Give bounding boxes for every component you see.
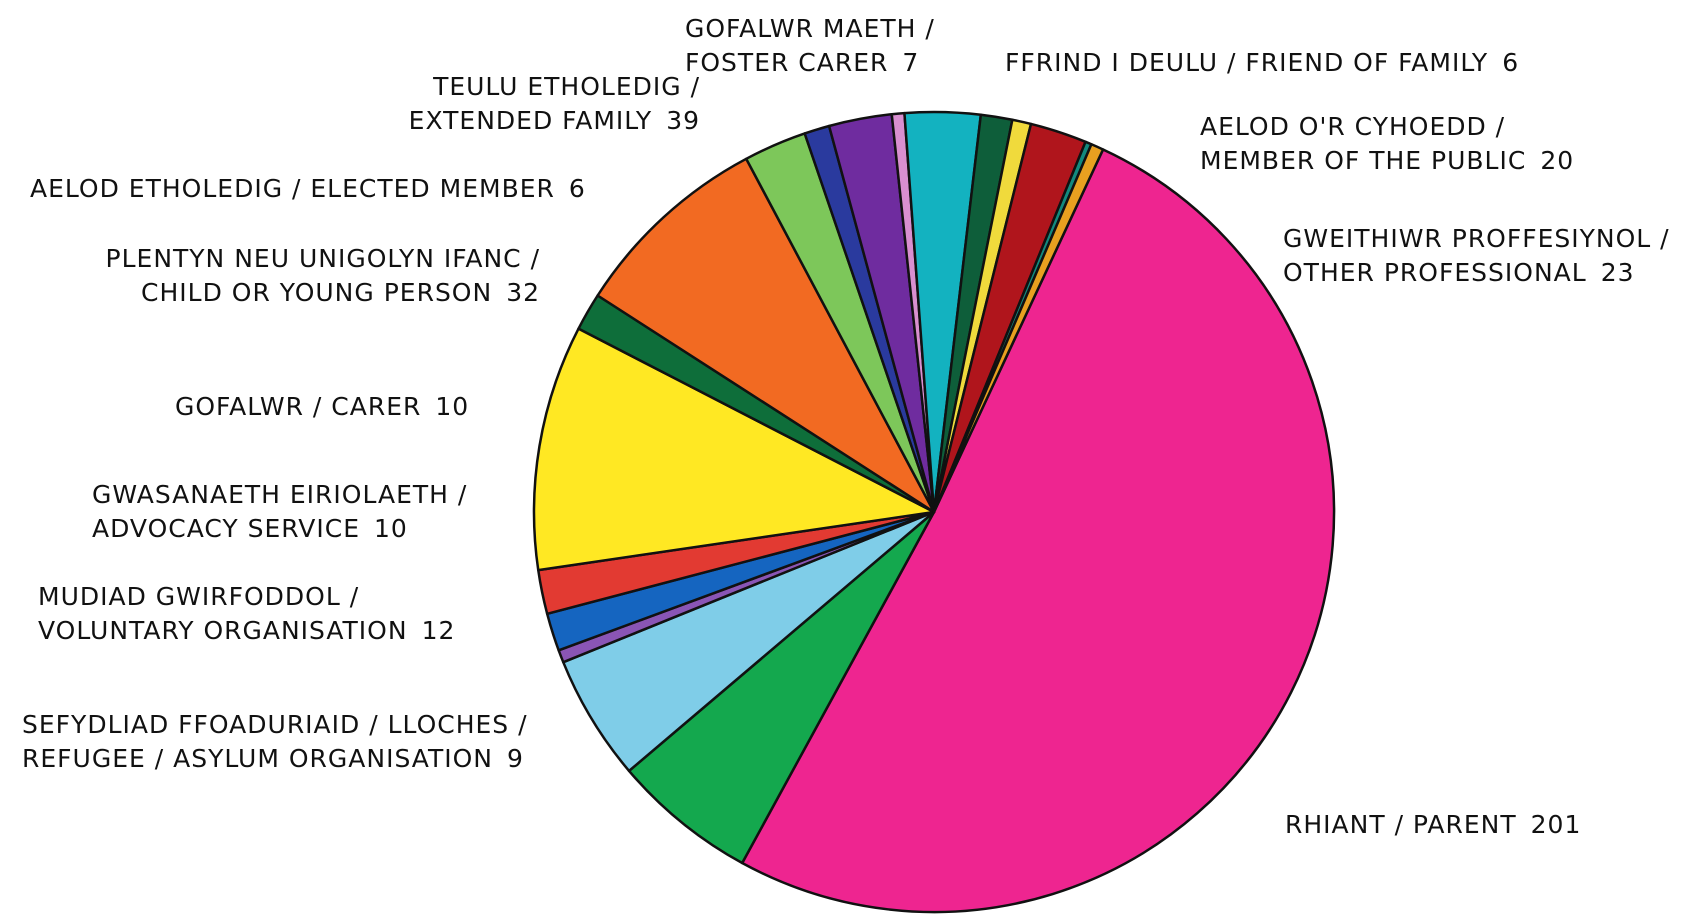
label-elected-member-text: AELOD ETHOLEDIG / ELECTED MEMBER [30,174,555,203]
label-friend-of-family-text: FFRIND I DEULU / FRIEND OF FAMILY [1005,48,1489,77]
label-child-young-person-value: 32 [506,278,540,307]
label-member-of-public-line1: AELOD O'R CYHOEDD / [1200,112,1506,141]
label-extended-family-value: 39 [666,106,700,135]
label-other-professional-value: 23 [1600,258,1635,287]
label-friend-of-family-line: FFRIND I DEULU / FRIEND OF FAMILY 6 [1005,46,1519,80]
label-member-of-public: AELOD O'R CYHOEDD / MEMBER OF THE PUBLIC… [1200,110,1574,178]
label-friend-of-family: FFRIND I DEULU / FRIEND OF FAMILY 6 [1005,46,1519,80]
label-foster-carer-line1: GOFALWR MAETH / [685,14,935,43]
label-member-of-public-line2: MEMBER OF THE PUBLIC 20 [1200,144,1574,178]
pie-slice-8 [596,157,936,514]
label-parent-line: RHIANT / PARENT 201 [1285,808,1581,842]
label-foster-carer-value: 7 [902,48,920,77]
label-foster-carer-text: FOSTER CARER [685,48,889,77]
label-advocacy-service-text: ADVOCACY SERVICE [92,514,361,543]
label-refugee-org-value: 9 [506,744,524,773]
label-carer-text: GOFALWR / CARER [175,392,422,421]
label-parent: RHIANT / PARENT 201 [1285,808,1581,842]
label-extended-family-line1: TEULU ETHOLEDIG / [433,72,700,101]
label-voluntary-org-value: 12 [421,616,456,645]
label-voluntary-org-text: VOLUNTARY ORGANISATION [38,616,408,645]
label-carer-line: GOFALWR / CARER 10 [175,390,469,424]
label-child-young-person-line1: PLENTYN NEU UNIGOLYN IFANC / [105,244,540,273]
label-voluntary-org-line2: VOLUNTARY ORGANISATION 12 [38,614,455,648]
label-other-professional-line1: GWEITHIWR PROFFESIYNOL / [1283,224,1670,253]
pie-slice-18 [932,143,1105,514]
label-extended-family-line2: EXTENDED FAMILY 39 [370,104,700,138]
label-elected-member: AELOD ETHOLEDIG / ELECTED MEMBER 6 [30,172,586,206]
label-elected-member-line: AELOD ETHOLEDIG / ELECTED MEMBER 6 [30,172,586,206]
label-advocacy-service: GWASANAETH EIRIOLAETH / ADVOCACY SERVICE… [92,478,467,546]
label-refugee-org-line2: REFUGEE / ASYLUM ORGANISATION 9 [22,742,528,776]
label-foster-carer-line2: FOSTER CARER 7 [685,46,935,80]
label-carer-value: 10 [435,392,470,421]
label-parent-value: 201 [1530,810,1582,839]
label-other-professional-line2: OTHER PROFESSIONAL 23 [1283,256,1670,290]
label-child-young-person: PLENTYN NEU UNIGOLYN IFANC / CHILD OR YO… [60,242,540,310]
label-voluntary-org: MUDIAD GWIRFODDOL / VOLUNTARY ORGANISATI… [38,580,455,648]
label-member-of-public-text: MEMBER OF THE PUBLIC [1200,146,1527,175]
label-extended-family: TEULU ETHOLEDIG / EXTENDED FAMILY 39 [370,70,700,138]
label-elected-member-value: 6 [568,174,586,203]
label-friend-of-family-value: 6 [1502,48,1520,77]
pie-slice-6 [532,327,936,572]
label-member-of-public-value: 20 [1540,146,1575,175]
label-voluntary-org-line1: MUDIAD GWIRFODDOL / [38,582,360,611]
label-extended-family-text: EXTENDED FAMILY [408,106,653,135]
label-advocacy-service-value: 10 [374,514,408,543]
pie-slice-1 [627,510,936,865]
label-refugee-org-line1: SEFYDLIAD FFOADURIAID / LLOCHES / [22,710,528,739]
label-carer: GOFALWR / CARER 10 [175,390,469,424]
label-child-young-person-text: CHILD OR YOUNG PERSON [141,278,493,307]
label-other-professional: GWEITHIWR PROFFESIYNOL / OTHER PROFESSIO… [1283,222,1670,290]
label-refugee-org: SEFYDLIAD FFOADURIAID / LLOCHES / REFUGE… [22,708,528,776]
label-other-professional-text: OTHER PROFESSIONAL [1283,258,1587,287]
label-child-young-person-line2: CHILD OR YOUNG PERSON 32 [60,276,540,310]
label-advocacy-service-line2: ADVOCACY SERVICE 10 [92,512,467,546]
label-foster-carer: GOFALWR MAETH / FOSTER CARER 7 [685,12,935,80]
label-parent-text: RHIANT / PARENT [1285,810,1517,839]
label-advocacy-service-line1: GWASANAETH EIRIOLAETH / [92,480,468,509]
pie-slice-0 [740,148,1336,914]
label-refugee-org-text: REFUGEE / ASYLUM ORGANISATION [22,744,493,773]
